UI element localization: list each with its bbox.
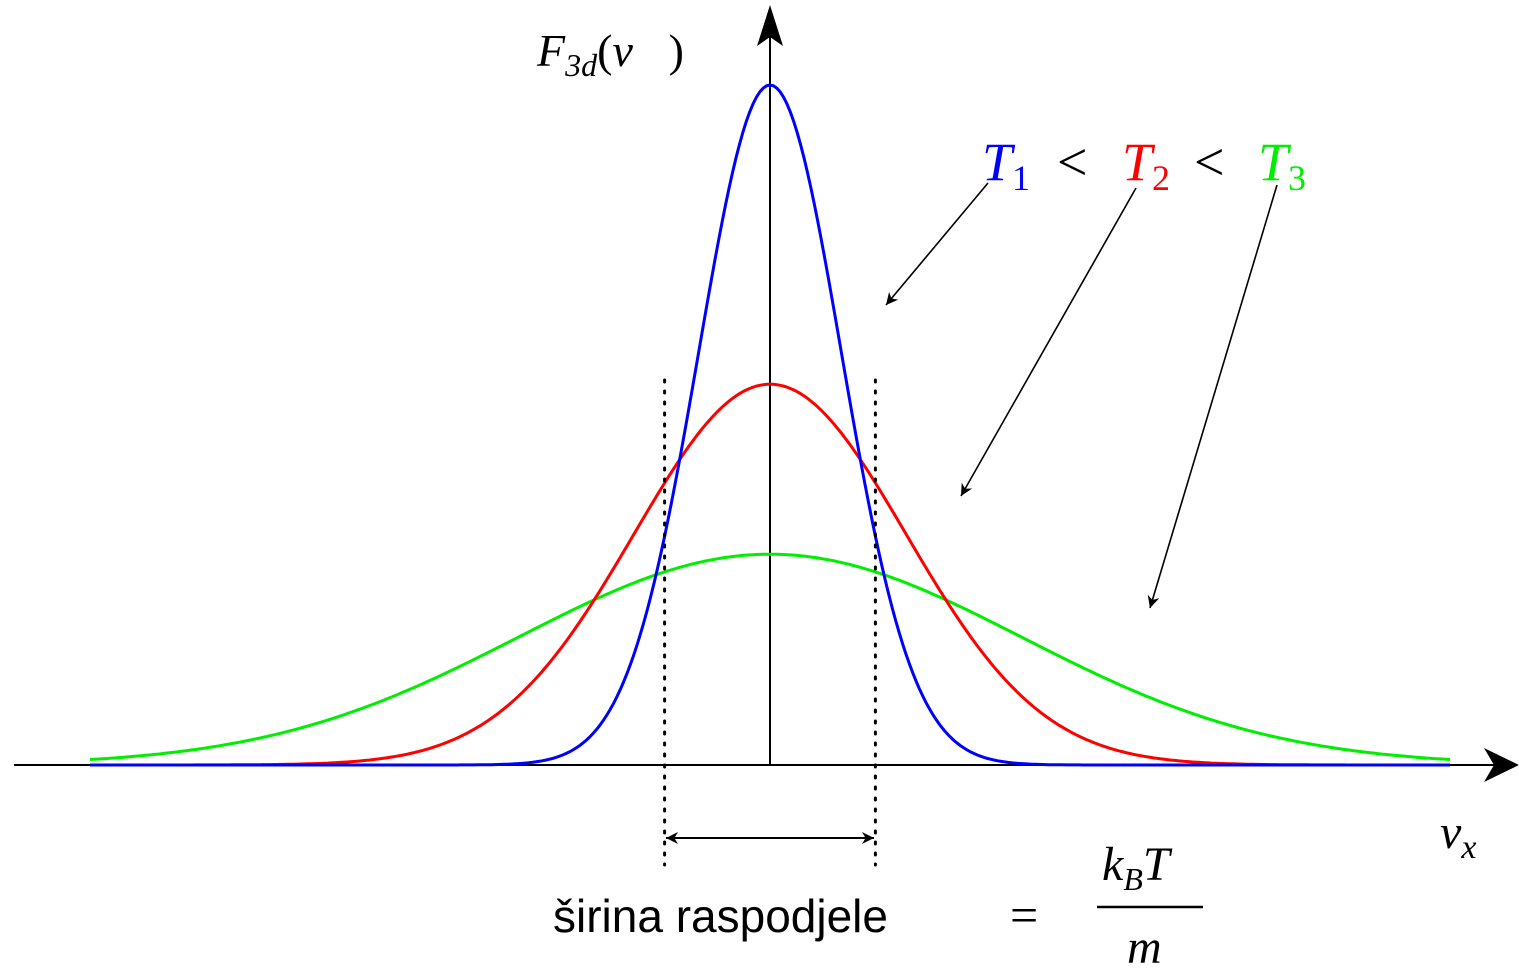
y-label-rparen: )	[669, 25, 684, 76]
numerator-k: k	[1102, 838, 1125, 891]
width-label-text: širina raspodjele	[553, 890, 888, 942]
pointer-arrow-t2	[960, 187, 1137, 497]
y-label-arg: v⃗	[612, 25, 668, 76]
x-label-main: v	[1440, 806, 1462, 859]
pointer-arrow-t1	[885, 182, 989, 306]
legend-t2-letter: T	[1122, 132, 1156, 192]
x-axis-label: vx	[1440, 806, 1476, 866]
legend-t3-letter: T	[1258, 132, 1292, 192]
legend-t3-sub: 3	[1288, 158, 1306, 198]
legend-t1: T1	[982, 132, 1030, 198]
legend-t3: T3	[1258, 132, 1306, 198]
width-label-denominator: m	[1127, 921, 1162, 969]
legend-lt-1: <	[1057, 132, 1087, 192]
legend-t2: T2	[1122, 132, 1170, 198]
legend-t2-sub: 2	[1152, 158, 1170, 198]
y-axis-label: F3d(v⃗)	[536, 25, 684, 83]
legend-t1-sub: 1	[1012, 158, 1030, 198]
width-label-numerator: kBT	[1102, 838, 1173, 897]
width-label-equals: =	[1010, 887, 1038, 943]
y-label-lparen: (	[597, 25, 612, 76]
curve-t3	[89, 552, 1451, 761]
legend-lt-2: <	[1194, 132, 1224, 192]
x-label-sub: x	[1460, 829, 1476, 866]
numerator-sub-b: B	[1123, 861, 1143, 897]
curve-t1	[90, 83, 1450, 767]
y-axis-arrowhead	[757, 5, 783, 46]
y-label-main: F	[536, 25, 566, 76]
legend-t1-letter: T	[982, 132, 1016, 192]
y-label-sub: 3d	[564, 47, 598, 83]
x-axis-arrowhead	[1484, 748, 1519, 782]
pointer-arrow-t3	[1147, 184, 1278, 609]
numerator-t: T	[1143, 838, 1173, 891]
